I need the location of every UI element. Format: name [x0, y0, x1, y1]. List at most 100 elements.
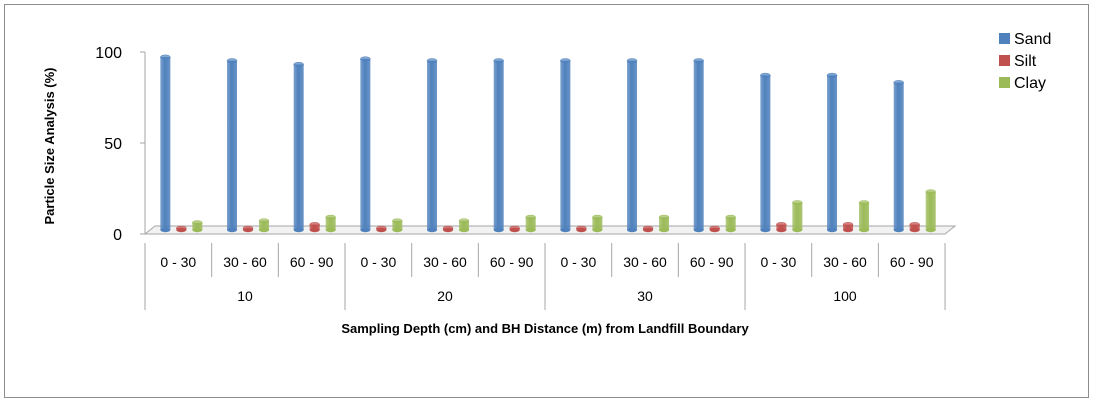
bar-top: [826, 72, 838, 78]
bar-base: [259, 227, 270, 233]
bar-body: [427, 60, 438, 230]
bar-top: [693, 58, 704, 64]
y-tick-label: 50: [104, 136, 122, 153]
bar-base: [925, 227, 936, 233]
bar-base: [293, 227, 304, 233]
chart-frame: 0 50 100 0 - 30 30 - 60 60 - 90 0 - 30 30 - 60…: [4, 4, 1089, 398]
legend: Sand Silt Clay: [999, 31, 1051, 92]
bar-body: [160, 57, 171, 230]
bar-sand: [160, 54, 171, 233]
chart-floor: [143, 225, 957, 235]
bar-top: [725, 214, 736, 220]
bar-body: [560, 60, 571, 230]
y-tick-label: 0: [113, 227, 122, 244]
bar-top: [658, 214, 670, 220]
bar-sand: [760, 72, 771, 233]
bar-body: [392, 220, 403, 230]
category-label: 30 - 60: [223, 254, 267, 270]
bar-sand: [426, 58, 438, 233]
bar-top: [176, 225, 187, 231]
bar-base: [325, 227, 336, 233]
bar-top: [293, 61, 304, 67]
bars: [160, 54, 936, 233]
bar-clay: [592, 214, 603, 233]
legend-item-sand: Sand: [999, 31, 1051, 48]
bar-sand: [226, 58, 238, 233]
bar-top: [858, 200, 870, 206]
bar-body: [525, 217, 536, 230]
bar-top: [626, 58, 638, 64]
bar-base: [627, 227, 638, 233]
legend-label: Sand: [1014, 31, 1051, 48]
bar-silt: [842, 222, 854, 233]
bar-silt: [776, 222, 787, 233]
category-label: 60 - 90: [290, 254, 334, 270]
bar-sand: [493, 58, 504, 233]
bar-body: [360, 58, 371, 230]
bar-top: [560, 58, 571, 64]
category-label: 30 - 60: [823, 254, 867, 270]
bar-top: [792, 200, 803, 206]
bar-body: [693, 60, 704, 230]
bar-base: [192, 227, 203, 233]
legend-swatch: [999, 33, 1010, 44]
bar-body: [459, 220, 470, 230]
bar-body: [859, 202, 870, 230]
bar-sand: [360, 56, 371, 233]
bar-body: [325, 217, 336, 230]
bar-base: [360, 227, 371, 233]
bar-top: [160, 54, 171, 60]
bar-top: [309, 222, 320, 227]
bar-clay: [458, 218, 470, 233]
bar-body: [293, 64, 304, 230]
bar-top: [776, 222, 787, 227]
category-labels: 0 - 30 30 - 60 60 - 90 0 - 30 30 - 60 60 - 90…: [160, 254, 933, 270]
bar-body: [192, 222, 203, 230]
bar-silt: [909, 222, 920, 233]
category-label: 30 - 60: [623, 254, 667, 270]
bar-top: [525, 214, 536, 220]
bar-base: [392, 227, 403, 233]
bar-body: [776, 224, 787, 230]
bar-chart: 0 50 100 0 - 30 30 - 60 60 - 90 0 - 30 30 - 60…: [42, 31, 1051, 336]
bar-clay: [792, 200, 803, 233]
bar-clay: [525, 214, 536, 233]
x-axis-label: Sampling Depth (cm) and BH Distance (m) …: [341, 321, 749, 336]
bar-body: [843, 224, 854, 230]
bar-base: [792, 227, 803, 233]
bar-top: [226, 58, 238, 64]
bar-base: [592, 227, 603, 233]
bar-top: [842, 222, 854, 227]
bar-clay: [258, 218, 270, 233]
bar-base: [693, 227, 704, 233]
bar-silt: [442, 225, 454, 233]
bar-silt: [576, 225, 587, 233]
bar-top: [325, 214, 336, 220]
legend-swatch: [999, 77, 1010, 88]
bar-body: [227, 60, 238, 230]
bar-base: [827, 227, 838, 233]
bar-top: [909, 222, 920, 227]
bar-top: [493, 58, 504, 64]
axes: [140, 51, 946, 310]
bar-base: [776, 227, 787, 233]
bar-clay: [925, 189, 936, 233]
bar-top: [458, 218, 470, 224]
bar-top: [576, 225, 587, 231]
bar-silt: [242, 225, 254, 233]
bar-sand: [626, 58, 638, 233]
bar-clay: [725, 214, 736, 233]
category-label: 0 - 30: [360, 254, 396, 270]
bar-clay: [858, 200, 870, 233]
bar-top: [242, 225, 254, 231]
bar-sand: [293, 61, 304, 233]
bar-top: [392, 218, 403, 224]
category-label: 0 - 30: [560, 254, 596, 270]
bar-top: [592, 214, 603, 220]
group-labels: 10 20 30 100: [237, 288, 857, 304]
bar-body: [309, 224, 320, 230]
bar-base: [725, 227, 736, 233]
legend-item-clay: Clay: [999, 75, 1046, 92]
bar-body: [259, 220, 270, 230]
group-label: 20: [437, 288, 453, 304]
